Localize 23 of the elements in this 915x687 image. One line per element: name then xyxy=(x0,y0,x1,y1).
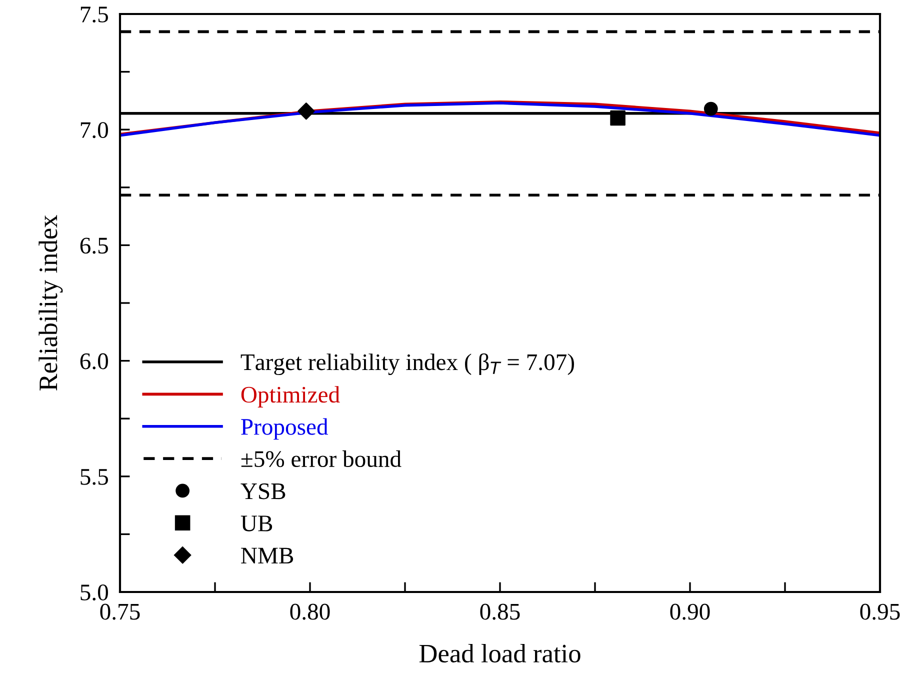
point xyxy=(298,102,315,120)
y-tick-label: 5.5 xyxy=(80,469,108,485)
x-axis-title: Dead load ratio xyxy=(419,644,580,663)
point xyxy=(610,110,626,126)
y-axis-title: Reliability index xyxy=(38,215,63,391)
legend-label: Proposed xyxy=(241,418,328,440)
x-tick-label: 0.95 xyxy=(860,604,900,620)
text: 7.0 xyxy=(80,122,108,138)
text: 0.90 xyxy=(670,604,710,620)
x-tick-label: 0.75 xyxy=(100,604,140,620)
text: 0.80 xyxy=(290,604,330,620)
legend-label: NMB xyxy=(241,548,294,564)
y-tick-label: 6.5 xyxy=(80,238,108,254)
legend-label: UB xyxy=(240,516,272,532)
legend-label: Optimized xyxy=(241,386,340,408)
x-tick-label: 0.85 xyxy=(480,604,520,620)
y-tick-label: 7.5 xyxy=(80,6,108,23)
legend-label: YSB xyxy=(240,483,286,500)
point xyxy=(704,102,718,116)
legend-label: Target reliability index ( β$_{T}$ = 7.07) xyxy=(240,353,574,376)
text: 6.0 xyxy=(80,353,108,370)
text: 5.0 xyxy=(80,584,108,601)
legend-label: ±5% error bound xyxy=(241,450,402,468)
